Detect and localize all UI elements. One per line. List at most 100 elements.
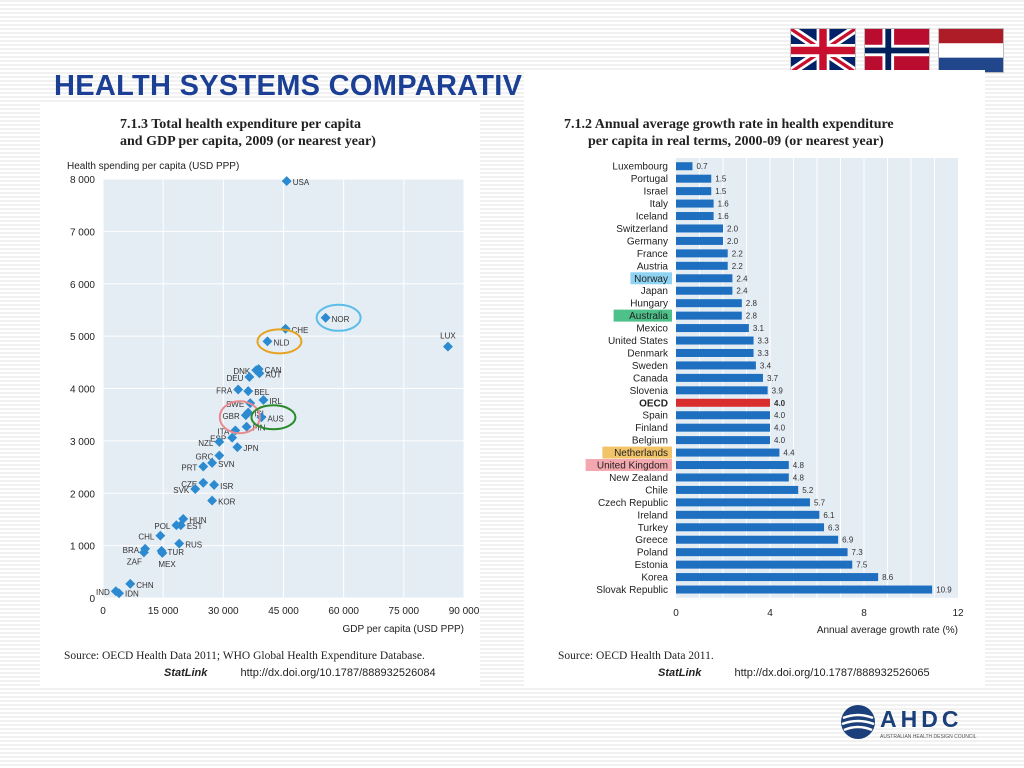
bar [676, 523, 825, 532]
category-label: Italy [650, 199, 668, 210]
point-label: FIN [253, 424, 266, 433]
point-label: DEU [227, 374, 244, 383]
bar [676, 510, 820, 519]
x-tick-label: 15 000 [148, 606, 179, 617]
category-label: Turkey [638, 523, 668, 534]
bar [676, 448, 780, 457]
bar-source: Source: OECD Health Data 2011. [558, 650, 714, 662]
y-tick-label: 1 000 [70, 542, 95, 553]
value-label: 6.3 [828, 523, 840, 532]
point-label: ZAF [127, 557, 142, 566]
value-label: 3.4 [760, 361, 772, 370]
category-label: Czech Republic [598, 498, 668, 509]
x-tick-label: 45 000 [268, 606, 299, 617]
category-label: Belgium [632, 436, 668, 447]
label-highlight [613, 309, 672, 322]
annotation-circle-gbr [218, 400, 261, 435]
value-label: 2.2 [732, 249, 744, 258]
bar [676, 224, 723, 233]
category-label: Estonia [635, 560, 669, 571]
point-label: NLD [273, 338, 289, 347]
scatter-statlink-url[interactable]: http://dx.doi.org/10.1787/888932526084 [240, 667, 436, 679]
category-label: Hungary [630, 299, 668, 310]
point-label: TUR [168, 548, 185, 557]
scatter-point [198, 461, 209, 472]
value-label: 1.6 [718, 212, 730, 221]
bar [676, 187, 712, 196]
scatter-point [198, 477, 209, 488]
value-label: 6.9 [842, 536, 854, 545]
value-label: 1.5 [715, 187, 727, 196]
bar-statlink: StatLink http://dx.doi.org/10.1787/88893… [658, 667, 930, 679]
point-label: CHN [136, 581, 154, 590]
category-label: France [637, 249, 669, 260]
value-label: 2.8 [746, 299, 758, 308]
category-label: Chile [645, 485, 668, 496]
bar [676, 261, 728, 270]
point-label: NOR [332, 315, 350, 324]
bar [676, 249, 728, 258]
annotation-circle-nld [256, 328, 303, 355]
value-label: 4.0 [774, 399, 786, 408]
y-tick-label: 0 [89, 594, 95, 605]
point-label: AUT [265, 370, 281, 379]
y-tick-label: 8 000 [70, 175, 95, 186]
category-label: United Kingdom [597, 461, 668, 472]
category-label: United States [608, 336, 668, 347]
scatter-point [157, 548, 168, 558]
scatter-source: Source: OECD Health Data 2011; WHO Globa… [64, 650, 425, 662]
point-label: MEX [158, 560, 176, 569]
point-label: AUS [267, 414, 283, 423]
annotation-circle-nor [315, 303, 362, 332]
category-label: Mexico [636, 324, 668, 335]
category-label: Japan [641, 286, 668, 297]
scatter-title-line1: 7.1.3 Total health expenditure per capit… [120, 117, 362, 132]
x-tick-label: 4 [767, 608, 773, 619]
category-label: OECD [639, 398, 668, 409]
point-label: IND [96, 588, 110, 597]
category-label: Korea [641, 573, 668, 584]
point-label: GRC [196, 453, 214, 462]
value-label: 4.8 [793, 473, 805, 482]
y-tick-label: 2 000 [70, 489, 95, 500]
y-tick-label: 4 000 [70, 385, 95, 396]
point-label: SWE [226, 400, 244, 409]
value-label: 4.8 [793, 461, 805, 470]
category-label: Spain [642, 411, 668, 422]
category-label: Switzerland [616, 224, 668, 235]
scatter-point [171, 520, 182, 531]
point-label: JPN [243, 444, 258, 453]
scatter-plot: 0 1 000 2 000 3 000 4 000 5 000 6 000 7 000 8 00… [67, 161, 480, 635]
scatter-chart-panel: 7.1.3 Total health expenditure per capit… [40, 104, 480, 686]
category-label: Austria [637, 261, 669, 272]
bar [676, 373, 763, 382]
bar-statlink-url[interactable]: http://dx.doi.org/10.1787/888932526065 [734, 667, 930, 679]
x-tick-label: 60 000 [328, 606, 359, 617]
category-label: Netherlands [614, 448, 668, 459]
value-label: 4.4 [783, 449, 795, 458]
scatter-statlink: StatLink http://dx.doi.org/10.1787/88893… [164, 667, 436, 679]
scatter-point [240, 410, 251, 421]
bar [676, 461, 789, 470]
scatter-point [232, 442, 243, 453]
logo-text: AHDC [880, 706, 963, 732]
scatter-point [254, 368, 265, 379]
scatter-point [233, 384, 244, 395]
bar-chart-title: 7.1.2 Annual average growth rate in heal… [564, 116, 894, 150]
value-label: 1.5 [715, 175, 727, 184]
y-axis-label: Health spending per capita (USD PPP) [67, 161, 239, 172]
y-tick-label: 3 000 [70, 437, 95, 448]
scatter-chart-title: 7.1.3 Total health expenditure per capit… [120, 116, 376, 150]
bar [676, 436, 770, 445]
value-label: 8.6 [882, 573, 894, 582]
scatter-title-line2: and GDP per capita, 2009 (or nearest yea… [120, 134, 376, 149]
value-label: 2.0 [727, 224, 739, 233]
scatter-point [244, 372, 255, 382]
scatter-point [214, 450, 225, 461]
y-tick-label: 7 000 [70, 227, 95, 238]
value-label: 2.0 [727, 237, 739, 246]
scatter-point [207, 495, 218, 506]
category-label: Iceland [636, 212, 668, 223]
point-label: CAN [265, 366, 282, 375]
category-label: Denmark [627, 348, 669, 359]
